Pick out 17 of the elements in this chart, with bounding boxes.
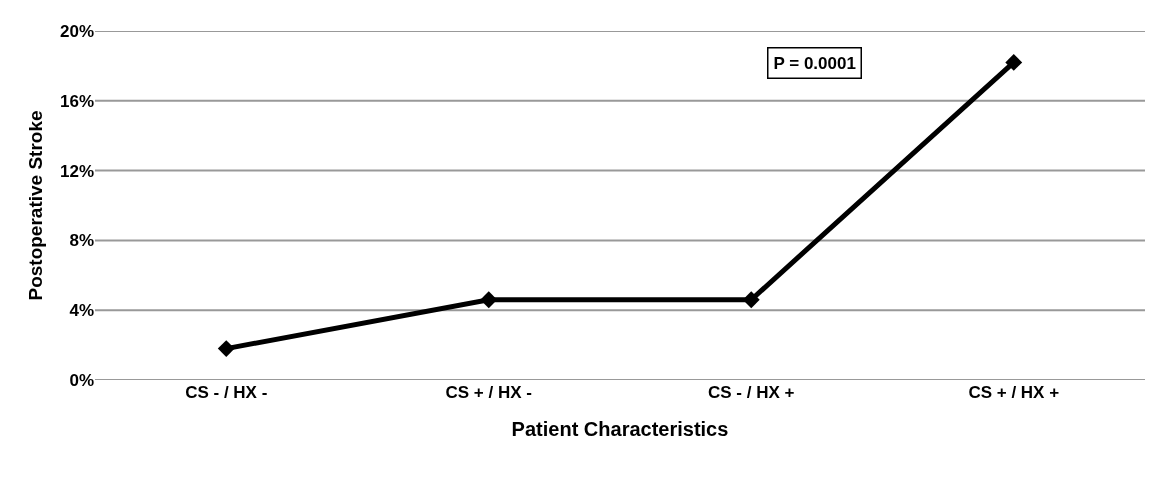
y-tick-label: 12% [59,161,94,181]
x-axis-title: Patient Characteristics [511,417,729,440]
x-tick-label: CS + / HX + [968,383,1060,402]
y-tick-label: 8% [69,231,94,251]
y-tick-label: 16% [59,91,94,111]
y-axis-title: Postoperative Stroke [24,110,46,301]
point [217,340,235,358]
annotation: P = 0.0001 [773,53,856,73]
y-tick-label: 0% [69,370,94,390]
x-tick-label: CS - / HX - [185,383,268,402]
y-tick-label: 4% [69,301,94,321]
point [742,291,760,309]
y-tick-label: 20% [59,21,94,41]
point [480,291,498,309]
x-tick-label: CS + / HX - [445,383,532,402]
point [1005,53,1023,71]
x-tick-label: CS - / HX + [708,383,795,402]
